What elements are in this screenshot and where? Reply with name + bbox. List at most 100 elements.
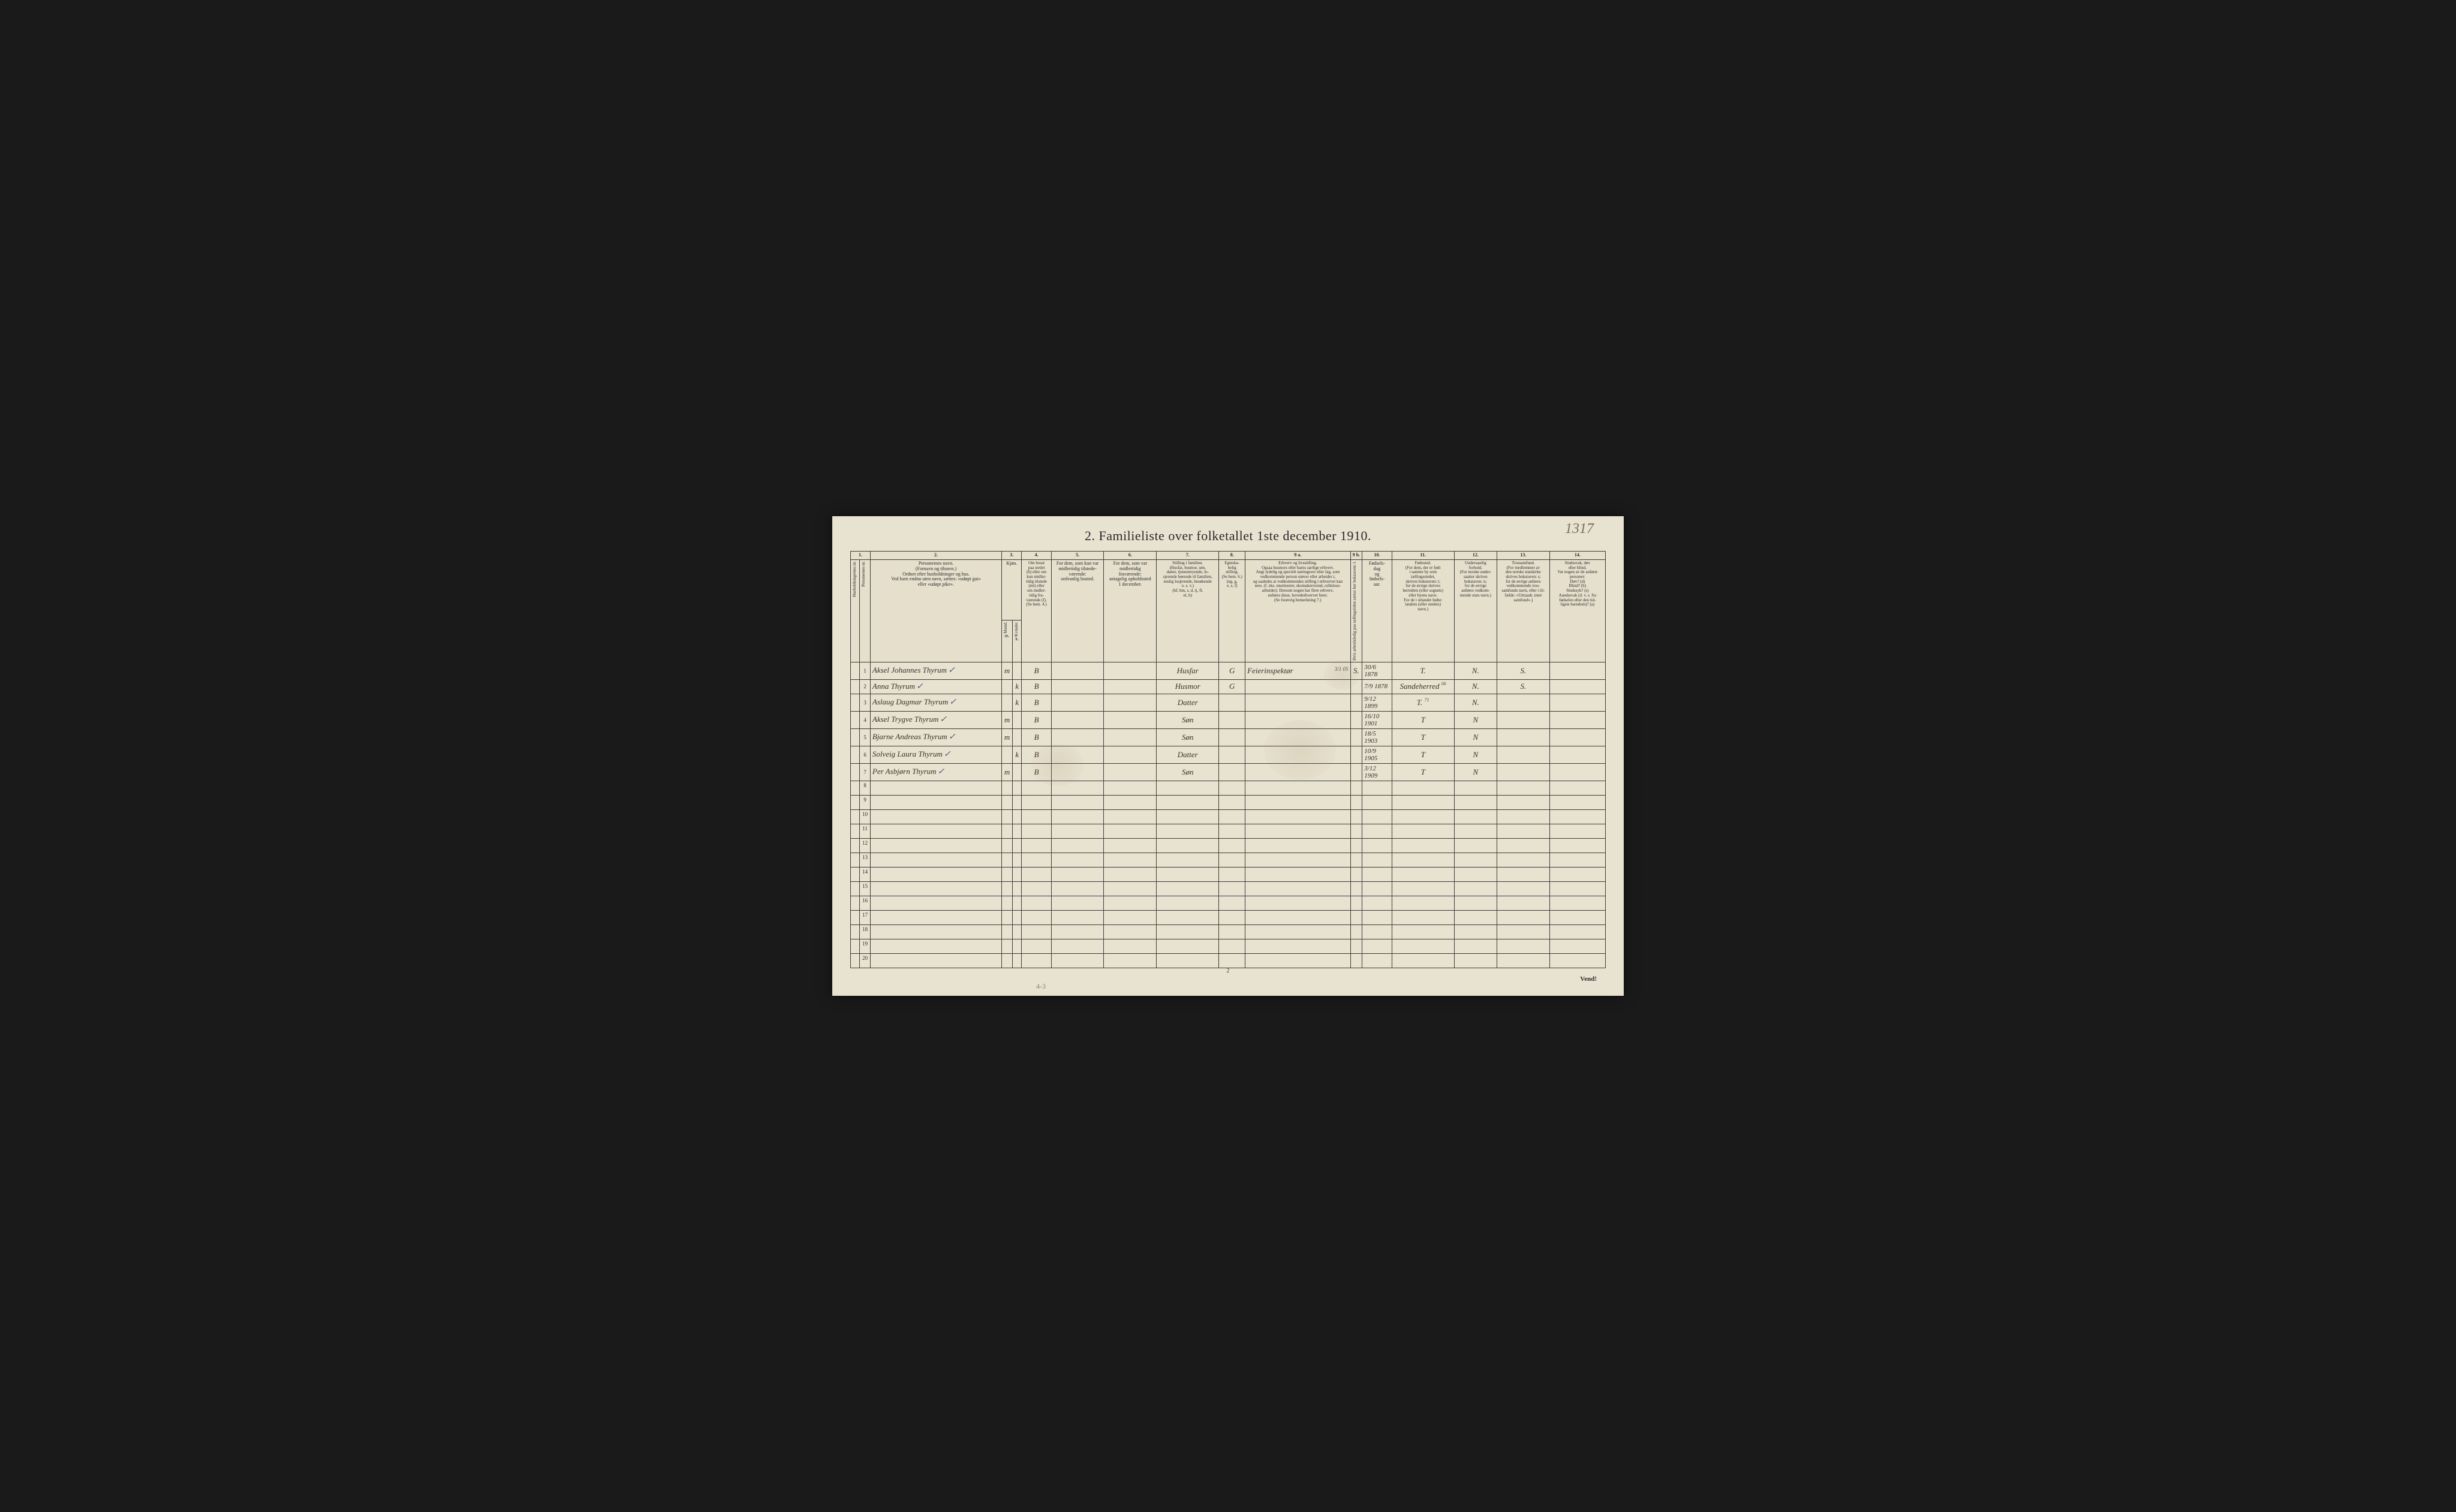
cell-empty: [1549, 838, 1605, 853]
cell-k: [1013, 763, 1022, 781]
cell-empty: [1013, 795, 1022, 809]
col-num: 8.: [1219, 552, 1245, 560]
cell-empty: [870, 795, 1001, 809]
cell-tilstede: [1051, 694, 1104, 711]
table-row: 1 Aksel Johannes Thyrum✓ m B Husfar G Fe…: [851, 662, 1606, 679]
table-row-empty: 12: [851, 838, 1606, 853]
footer-page-number: 2: [1227, 968, 1230, 974]
cell-empty: [1022, 881, 1051, 896]
cell-m: [1002, 679, 1013, 694]
cell-empty: [1051, 838, 1104, 853]
cell-empty: [1362, 939, 1392, 953]
cell-empty: [1002, 853, 1013, 867]
cell-egte: G: [1219, 679, 1245, 694]
cell-empty: [1104, 824, 1157, 838]
table-row-empty: 11: [851, 824, 1606, 838]
cell-empty: [1002, 896, 1013, 910]
header-maend: Mænd.m.: [1002, 621, 1013, 662]
cell-erhverv: [1245, 746, 1350, 763]
cell-sind: [1549, 746, 1605, 763]
cell-empty: [1219, 809, 1245, 824]
cell-empty: [1350, 896, 1362, 910]
cell-empty: [851, 781, 860, 795]
cell-empty: [1497, 824, 1550, 838]
cell-stilling: Husfar: [1157, 662, 1219, 679]
cell-empty: [1350, 867, 1362, 881]
cell-bosat: B: [1022, 694, 1051, 711]
cell-empty: [1157, 924, 1219, 939]
table-row-empty: 13: [851, 853, 1606, 867]
cell-empty: [1022, 838, 1051, 853]
cell-empty: [1002, 838, 1013, 853]
cell-empty: [1013, 824, 1022, 838]
cell-empty: [1219, 853, 1245, 867]
cell-fodsel: 3/12 1909: [1362, 763, 1392, 781]
cell-k: [1013, 728, 1022, 746]
cell-empty: [1350, 953, 1362, 968]
cell-empty: [870, 824, 1001, 838]
cell-stilling: Husmor: [1157, 679, 1219, 694]
header-person-nr: Personernes nr.: [860, 560, 871, 662]
cell-stilling: Datter: [1157, 694, 1219, 711]
cell-empty: [870, 867, 1001, 881]
check-icon: ✓: [916, 682, 923, 691]
cell-sind: [1549, 711, 1605, 728]
table-row-empty: 16: [851, 896, 1606, 910]
cell-empty: [1549, 881, 1605, 896]
cell-empty: [1245, 781, 1350, 795]
cell-person-nr: 17: [860, 910, 871, 924]
cell-empty: [1157, 838, 1219, 853]
cell-empty: [1245, 910, 1350, 924]
cell-empty: [1002, 910, 1013, 924]
cell-empty: [1245, 809, 1350, 824]
cell-empty: [1549, 781, 1605, 795]
cell-empty: [1157, 867, 1219, 881]
cell-empty: [1104, 910, 1157, 924]
cell-empty: [1392, 939, 1454, 953]
cell-name: Bjarne Andreas Thyrum✓: [870, 728, 1001, 746]
cell-empty: [1454, 838, 1497, 853]
col-num: 11.: [1392, 552, 1454, 560]
check-icon: ✓: [949, 698, 956, 707]
cell-empty: [1104, 867, 1157, 881]
cell-person-nr: 11: [860, 824, 871, 838]
cell-l: [1350, 694, 1362, 711]
col-num: 1.: [851, 552, 871, 560]
cell-empty: [1051, 781, 1104, 795]
cell-l: [1350, 679, 1362, 694]
cell-empty: [1051, 824, 1104, 838]
cell-stilling: Søn: [1157, 711, 1219, 728]
cell-empty: [1022, 924, 1051, 939]
header-undersaat: Undersaatlig forhold. (For norske under-…: [1454, 560, 1497, 662]
cell-empty: [1013, 939, 1022, 953]
header-husholdning: Husholdningernes nr.: [851, 560, 860, 662]
cell-empty: [1497, 910, 1550, 924]
cell-empty: [1362, 781, 1392, 795]
cell-empty: [1219, 910, 1245, 924]
cell-tros: [1497, 711, 1550, 728]
cell-empty: [1350, 853, 1362, 867]
cell-person-nr: 5: [860, 728, 871, 746]
cell-m: m: [1002, 711, 1013, 728]
cell-under: N.: [1454, 694, 1497, 711]
cell-tros: [1497, 746, 1550, 763]
check-icon: ✓: [938, 767, 945, 776]
cell-empty: [1362, 853, 1392, 867]
header-fodsel: Fødsels- dag og fødsels- aar.: [1362, 560, 1392, 662]
col-num: 2.: [870, 552, 1001, 560]
cell-person-nr: 14: [860, 867, 871, 881]
cell-person-nr: 16: [860, 896, 871, 910]
cell-empty: [1051, 795, 1104, 809]
cell-hus-nr: [851, 694, 860, 711]
cell-empty: [1219, 953, 1245, 968]
cell-bosat: B: [1022, 662, 1051, 679]
cell-empty: [1454, 824, 1497, 838]
cell-empty: [1104, 896, 1157, 910]
cell-empty: [1219, 896, 1245, 910]
header-description-row: Husholdningernes nr. Personernes nr. Per…: [851, 560, 1606, 621]
cell-empty: [1104, 853, 1157, 867]
table-row: 7 Per Asbjørn Thyrum✓ m B Søn 3/12 1909 …: [851, 763, 1606, 781]
cell-tros: [1497, 694, 1550, 711]
cell-empty: [1362, 838, 1392, 853]
cell-empty: [1022, 953, 1051, 968]
